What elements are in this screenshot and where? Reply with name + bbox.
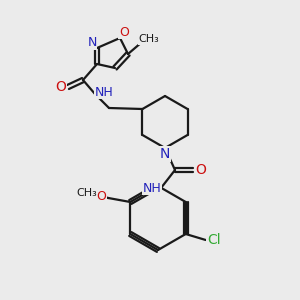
Text: Cl: Cl — [207, 233, 220, 247]
Text: N: N — [87, 37, 97, 50]
Text: O: O — [56, 80, 66, 94]
Text: O: O — [119, 26, 129, 38]
Text: CH₃: CH₃ — [139, 34, 159, 44]
Text: O: O — [96, 190, 106, 203]
Text: CH₃: CH₃ — [76, 188, 97, 198]
Text: N: N — [160, 147, 170, 161]
Text: O: O — [196, 163, 206, 177]
Text: NH: NH — [142, 182, 161, 194]
Text: NH: NH — [94, 85, 113, 98]
